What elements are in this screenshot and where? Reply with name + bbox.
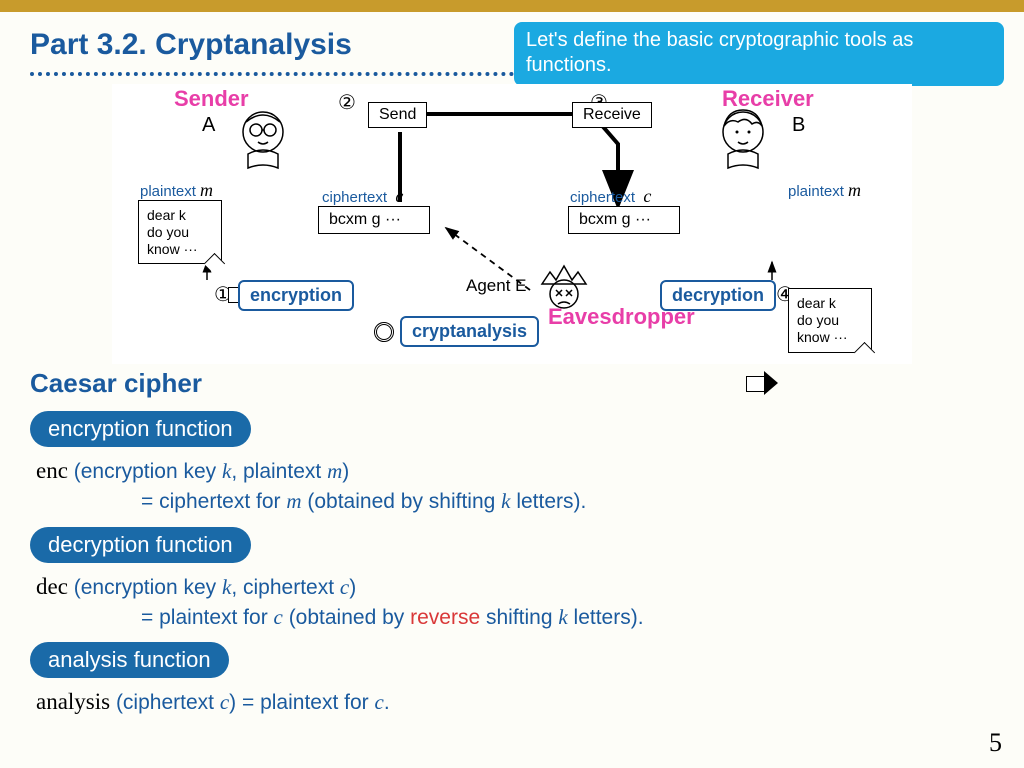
enc-def: enc (encryption key k, plaintext m) = ci… [36, 455, 994, 517]
ana-pill: analysis function [30, 642, 229, 678]
dec-pill: decryption function [30, 527, 251, 563]
cipher-l-var: c [395, 186, 403, 206]
encryption-op: encryption [238, 280, 354, 311]
dec-fn: dec [36, 574, 68, 599]
send-box: Send [368, 102, 427, 128]
plaintext-l-caption: plaintext m [140, 180, 213, 201]
top-accent-bar [0, 0, 1024, 12]
t: (ciphertext [110, 691, 220, 714]
ana-def: analysis (ciphertext c) = plaintext for … [36, 686, 994, 718]
plaintext-r-var: m [848, 180, 861, 200]
bullseye-icon [374, 322, 394, 342]
t: = ciphertext for [141, 490, 286, 513]
ana-fn: analysis [36, 689, 110, 714]
cipher-r-var: c [643, 186, 651, 206]
callout-bubble: Let's define the basic cryptographic too… [514, 22, 1004, 86]
t: k [558, 605, 567, 629]
t: k [222, 575, 231, 599]
t: ) [342, 460, 349, 483]
plaintext-r-cap-text: plaintext [788, 183, 844, 200]
plaintext-l-note: dear k do you know ··· [138, 200, 222, 264]
t: m [286, 489, 301, 513]
agent-label: Agent E [466, 276, 527, 296]
t: c [220, 690, 229, 714]
t: , ciphertext [231, 576, 340, 599]
cryptanalysis-op: cryptanalysis [400, 316, 539, 347]
receiver-label: B [792, 114, 805, 137]
eavesdropper-role: Eavesdropper [548, 304, 695, 330]
t: c [340, 575, 349, 599]
cipher-l-caption: ciphertext c [322, 186, 403, 207]
receiver-avatar-icon [708, 102, 778, 172]
plaintext-r-caption: plaintext m [788, 180, 861, 201]
step-2: ② [338, 90, 356, 115]
plaintext-l-cap-text: plaintext [140, 183, 196, 200]
cipher-r-cap-text: ciphertext [570, 189, 635, 206]
enc-fn: enc [36, 458, 68, 483]
t: (obtained by shifting [302, 490, 502, 513]
t: (encryption key [68, 576, 222, 599]
t: letters). [510, 490, 586, 513]
t: reverse [410, 606, 480, 629]
t: . [384, 691, 390, 714]
t: ) = plaintext for [229, 691, 374, 714]
t: (encryption key [68, 460, 222, 483]
header: Part 3.2. Cryptanalysis Let's define the… [0, 12, 1024, 68]
cipher-r-box: bcxm g ··· [568, 206, 680, 234]
section-title: Caesar cipher [30, 368, 994, 399]
t: , plaintext [231, 460, 327, 483]
enc-pill: encryption function [30, 411, 251, 447]
t: c [374, 690, 383, 714]
t: k [222, 459, 231, 483]
arrow-r-icon [746, 371, 780, 395]
t: c [274, 605, 283, 629]
cipher-l-box: bcxm g ··· [318, 206, 430, 234]
dec-def: dec (encryption key k, ciphertext c) = p… [36, 571, 994, 633]
t: ) [349, 576, 356, 599]
crypto-diagram: Sender A Receiver B ② ③ ① ④ Send Receive… [112, 84, 912, 364]
sender-label: A [202, 114, 215, 137]
t: shifting [480, 606, 558, 629]
t: (obtained by [283, 606, 410, 629]
cipher-r-caption: ciphertext c [570, 186, 651, 207]
t: m [327, 459, 342, 483]
plaintext-l-var: m [200, 180, 213, 200]
plaintext-r-note: dear k do you know ··· [788, 288, 872, 352]
sender-avatar-icon [228, 102, 298, 172]
page-number: 5 [989, 728, 1002, 758]
t: letters). [568, 606, 644, 629]
cipher-l-cap-text: ciphertext [322, 189, 387, 206]
t: = plaintext for [141, 606, 274, 629]
receive-box: Receive [572, 102, 652, 128]
